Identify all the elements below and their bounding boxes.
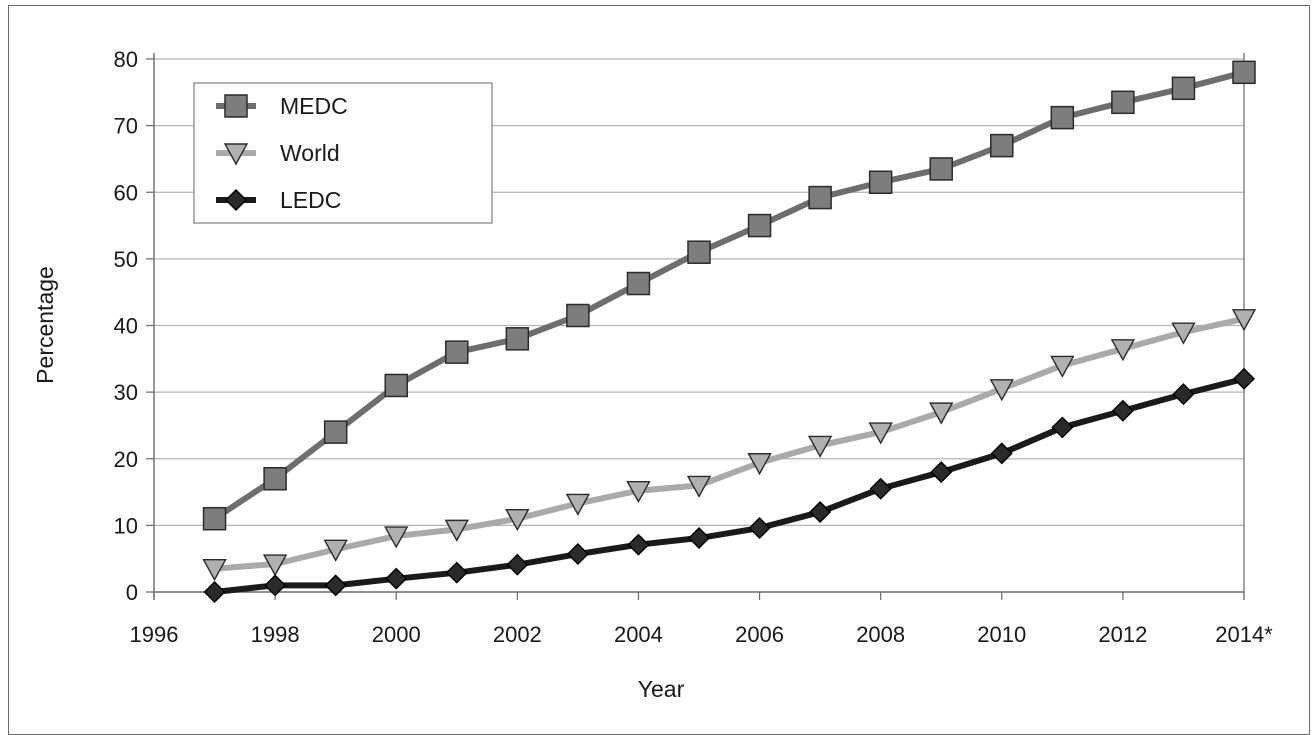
data-point-medc-1999 xyxy=(323,420,348,444)
data-point-ledc-1997 xyxy=(203,581,226,603)
legend-label-ledc: LEDC xyxy=(280,187,341,213)
data-point-medc-2003 xyxy=(566,303,590,328)
data-point-medc-2005 xyxy=(687,240,711,264)
data-point-medc-2006 xyxy=(747,213,772,238)
y-tick-label-20: 20 xyxy=(114,447,138,472)
x-tick-label-2010: 2010 xyxy=(977,622,1026,647)
data-point-world-2005 xyxy=(686,475,712,498)
data-point-medc-2001 xyxy=(445,340,469,364)
data-point-ledc-2001 xyxy=(445,561,468,584)
x-tick-labels: 1996 1998 2000 2002 2004 2006 2008 2010 2012 2014… xyxy=(130,622,1274,647)
data-point-world-1997 xyxy=(202,558,227,582)
legend-marker-world xyxy=(223,143,249,166)
data-point-ledc-2007 xyxy=(809,501,832,524)
data-point-ledc-2005 xyxy=(688,527,710,550)
data-point-world-2002 xyxy=(505,509,530,532)
x-tick-label-2008: 2008 xyxy=(856,622,905,647)
data-point-ledc-2002 xyxy=(506,553,529,576)
x-tick-label-2002: 2002 xyxy=(493,622,542,647)
y-tick-label-80: 80 xyxy=(114,47,138,72)
data-point-world-2006 xyxy=(747,453,772,476)
data-point-world-2012 xyxy=(1110,339,1136,362)
data-point-medc-2010 xyxy=(990,133,1014,158)
data-point-medc-1997 xyxy=(202,506,227,531)
data-point-world-2013 xyxy=(1171,322,1196,345)
legend-marker-ledc xyxy=(225,189,247,211)
data-point-world-2007 xyxy=(807,435,833,458)
data-point-ledc-2011 xyxy=(1051,416,1074,439)
y-tick-labels: 0 10 20 30 40 50 60 70 80 xyxy=(114,47,138,605)
data-point-world-2009 xyxy=(929,402,954,425)
data-point-ledc-2000 xyxy=(385,567,408,590)
data-point-medc-2012 xyxy=(1111,90,1135,115)
x-tick-label-2012: 2012 xyxy=(1098,622,1147,647)
data-point-world-2004 xyxy=(626,481,651,504)
y-tick-label-60: 60 xyxy=(114,180,138,205)
data-point-medc-2014 xyxy=(1232,60,1256,85)
data-point-world-2011 xyxy=(1050,355,1075,378)
data-point-world-1998 xyxy=(262,554,288,577)
data-point-medc-2002 xyxy=(505,327,530,351)
data-point-medc-2013 xyxy=(1171,76,1196,101)
data-point-world-1999 xyxy=(323,539,348,562)
data-point-ledc-2009 xyxy=(930,461,953,484)
x-tick-label-2004: 2004 xyxy=(614,622,663,647)
legend-label-medc: MEDC xyxy=(280,93,348,119)
data-point-ledc-2008 xyxy=(869,477,892,500)
y-tick-label-70: 70 xyxy=(114,114,138,139)
data-point-medc-2011 xyxy=(1050,105,1075,130)
data-point-world-2008 xyxy=(868,422,893,445)
x-tick-label-1996: 1996 xyxy=(130,622,179,647)
data-point-ledc-2006 xyxy=(748,517,771,540)
data-point-world-2001 xyxy=(444,519,469,542)
y-tick-label-30: 30 xyxy=(114,380,138,405)
data-point-world-2003 xyxy=(565,493,591,516)
y-tick-label-0: 0 xyxy=(126,580,138,605)
legend-label-world: World xyxy=(280,140,340,166)
x-tick-label-2014: 2014* xyxy=(1215,622,1273,647)
legend-marker-medc xyxy=(224,94,248,118)
y-tick-label-40: 40 xyxy=(114,314,138,339)
x-tick-label-1998: 1998 xyxy=(251,622,300,647)
series-markers xyxy=(202,60,1257,603)
data-point-medc-2007 xyxy=(808,185,832,210)
series-line-ledc xyxy=(211,375,1247,595)
legend: MEDC World LEDC xyxy=(193,82,493,224)
data-point-medc-2000 xyxy=(384,373,408,398)
data-point-medc-2009 xyxy=(929,157,953,181)
y-tick-label-50: 50 xyxy=(114,247,138,272)
data-point-medc-2008 xyxy=(868,170,893,195)
series-line-world xyxy=(211,315,1247,572)
data-point-world-2010 xyxy=(989,379,1014,402)
data-point-ledc-2004 xyxy=(627,533,650,556)
data-point-world-2014 xyxy=(1231,309,1257,332)
data-point-ledc-2014 xyxy=(1233,367,1255,390)
y-axis-title: Percentage xyxy=(32,266,58,384)
x-tick-label-2000: 2000 xyxy=(372,622,421,647)
data-point-ledc-2010 xyxy=(990,442,1013,465)
y-tick-label-10: 10 xyxy=(114,513,138,538)
data-point-world-2000 xyxy=(384,526,409,549)
data-point-medc-1998 xyxy=(263,466,287,491)
x-tick-label-2006: 2006 xyxy=(735,622,784,647)
data-point-ledc-2012 xyxy=(1111,399,1134,422)
data-point-ledc-2003 xyxy=(566,543,589,566)
data-point-medc-2004 xyxy=(626,271,651,296)
data-point-ledc-2013 xyxy=(1172,383,1195,406)
data-point-ledc-1998 xyxy=(264,574,287,597)
data-point-ledc-1999 xyxy=(324,574,347,597)
x-axis-title: Year xyxy=(638,676,685,702)
legend-items: MEDC World LEDC xyxy=(216,93,348,213)
